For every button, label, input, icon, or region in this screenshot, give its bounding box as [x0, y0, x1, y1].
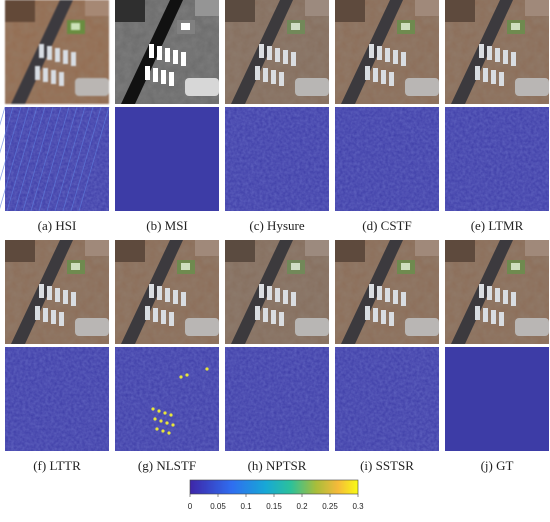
colorbar-tick-label: 0.15	[266, 502, 282, 511]
reconstructed-image	[115, 240, 219, 344]
reconstructed-image	[5, 0, 109, 104]
panel-caption: (e) LTMR	[471, 218, 524, 233]
error-texture	[335, 347, 439, 451]
error-texture	[5, 347, 109, 451]
panel-caption: (f) LTTR	[33, 458, 81, 473]
error-map	[445, 347, 549, 451]
panel-caption: (a) HSI	[38, 218, 77, 233]
error-texture	[225, 107, 329, 211]
error-edge	[78, 106, 110, 212]
error-hotspot	[155, 427, 159, 431]
error-texture	[225, 347, 329, 451]
panel-caption: (i) SSTSR	[360, 458, 414, 473]
colorbar	[189, 479, 359, 495]
reconstructed-image	[225, 0, 329, 104]
panel: (h) NPTSR	[225, 240, 329, 473]
panel: (c) Hysure	[225, 0, 329, 233]
error-hotspot	[165, 421, 169, 425]
panel: (b) MSI	[115, 0, 219, 233]
error-hotspot	[179, 375, 183, 379]
panel: (g) NLSTF	[115, 240, 219, 473]
colorbar-tick-label: 0	[188, 502, 193, 511]
error-map	[115, 107, 219, 211]
panel: (e) LTMR	[445, 0, 549, 233]
error-hotspot	[159, 419, 163, 423]
error-hotspot	[169, 413, 173, 417]
panel-caption: (g) NLSTF	[138, 458, 196, 473]
panel-caption: (j) GT	[481, 458, 514, 473]
error-edge	[62, 106, 94, 212]
error-edge	[30, 106, 62, 212]
error-edge	[0, 106, 14, 154]
error-hotspot	[151, 407, 155, 411]
error-edge	[54, 106, 86, 212]
colorbar-tick-label: 0.05	[210, 502, 226, 511]
error-hotspot	[167, 431, 171, 435]
error-texture	[445, 107, 549, 211]
error-hotspot	[163, 411, 167, 415]
colorbar-tick-label: 0.3	[352, 502, 364, 511]
error-edge	[6, 106, 38, 212]
error-edge	[0, 106, 30, 209]
reconstructed-image	[5, 240, 109, 344]
error-hotspot	[185, 373, 189, 377]
colorbar-tick-label: 0.2	[296, 502, 308, 511]
reconstructed-image	[115, 0, 219, 104]
panel-caption: (h) NPTSR	[248, 458, 307, 473]
reconstructed-image	[445, 0, 549, 104]
panel: (d) CSTF	[335, 0, 439, 233]
panel-caption: (b) MSI	[146, 218, 188, 233]
reconstructed-image	[335, 0, 439, 104]
error-edge	[0, 106, 6, 126]
panel: (i) SSTSR	[335, 240, 439, 473]
error-edge	[46, 106, 78, 212]
error-hotspot	[153, 417, 157, 421]
error-edge	[0, 106, 22, 182]
panel: (f) LTTR	[5, 240, 109, 473]
panel-caption: (d) CSTF	[362, 218, 411, 233]
reconstructed-image	[225, 240, 329, 344]
panel: (j) GT	[445, 240, 549, 473]
panel: (a) HSI	[0, 0, 110, 233]
error-texture	[5, 107, 109, 211]
panel-caption: (c) Hysure	[249, 218, 304, 233]
error-hotspot	[171, 423, 175, 427]
reconstructed-image	[445, 240, 549, 344]
error-texture	[115, 347, 219, 451]
error-edge	[38, 106, 70, 212]
error-edge	[14, 106, 46, 212]
error-texture	[335, 107, 439, 211]
error-edge	[22, 106, 54, 212]
colorbar-tick-label: 0.25	[322, 502, 338, 511]
error-hotspot	[161, 429, 165, 433]
reconstructed-image	[335, 240, 439, 344]
error-hotspot	[205, 367, 209, 371]
error-edge	[70, 106, 102, 212]
colorbar-tick-label: 0.1	[240, 502, 252, 511]
error-hotspot	[157, 409, 161, 413]
